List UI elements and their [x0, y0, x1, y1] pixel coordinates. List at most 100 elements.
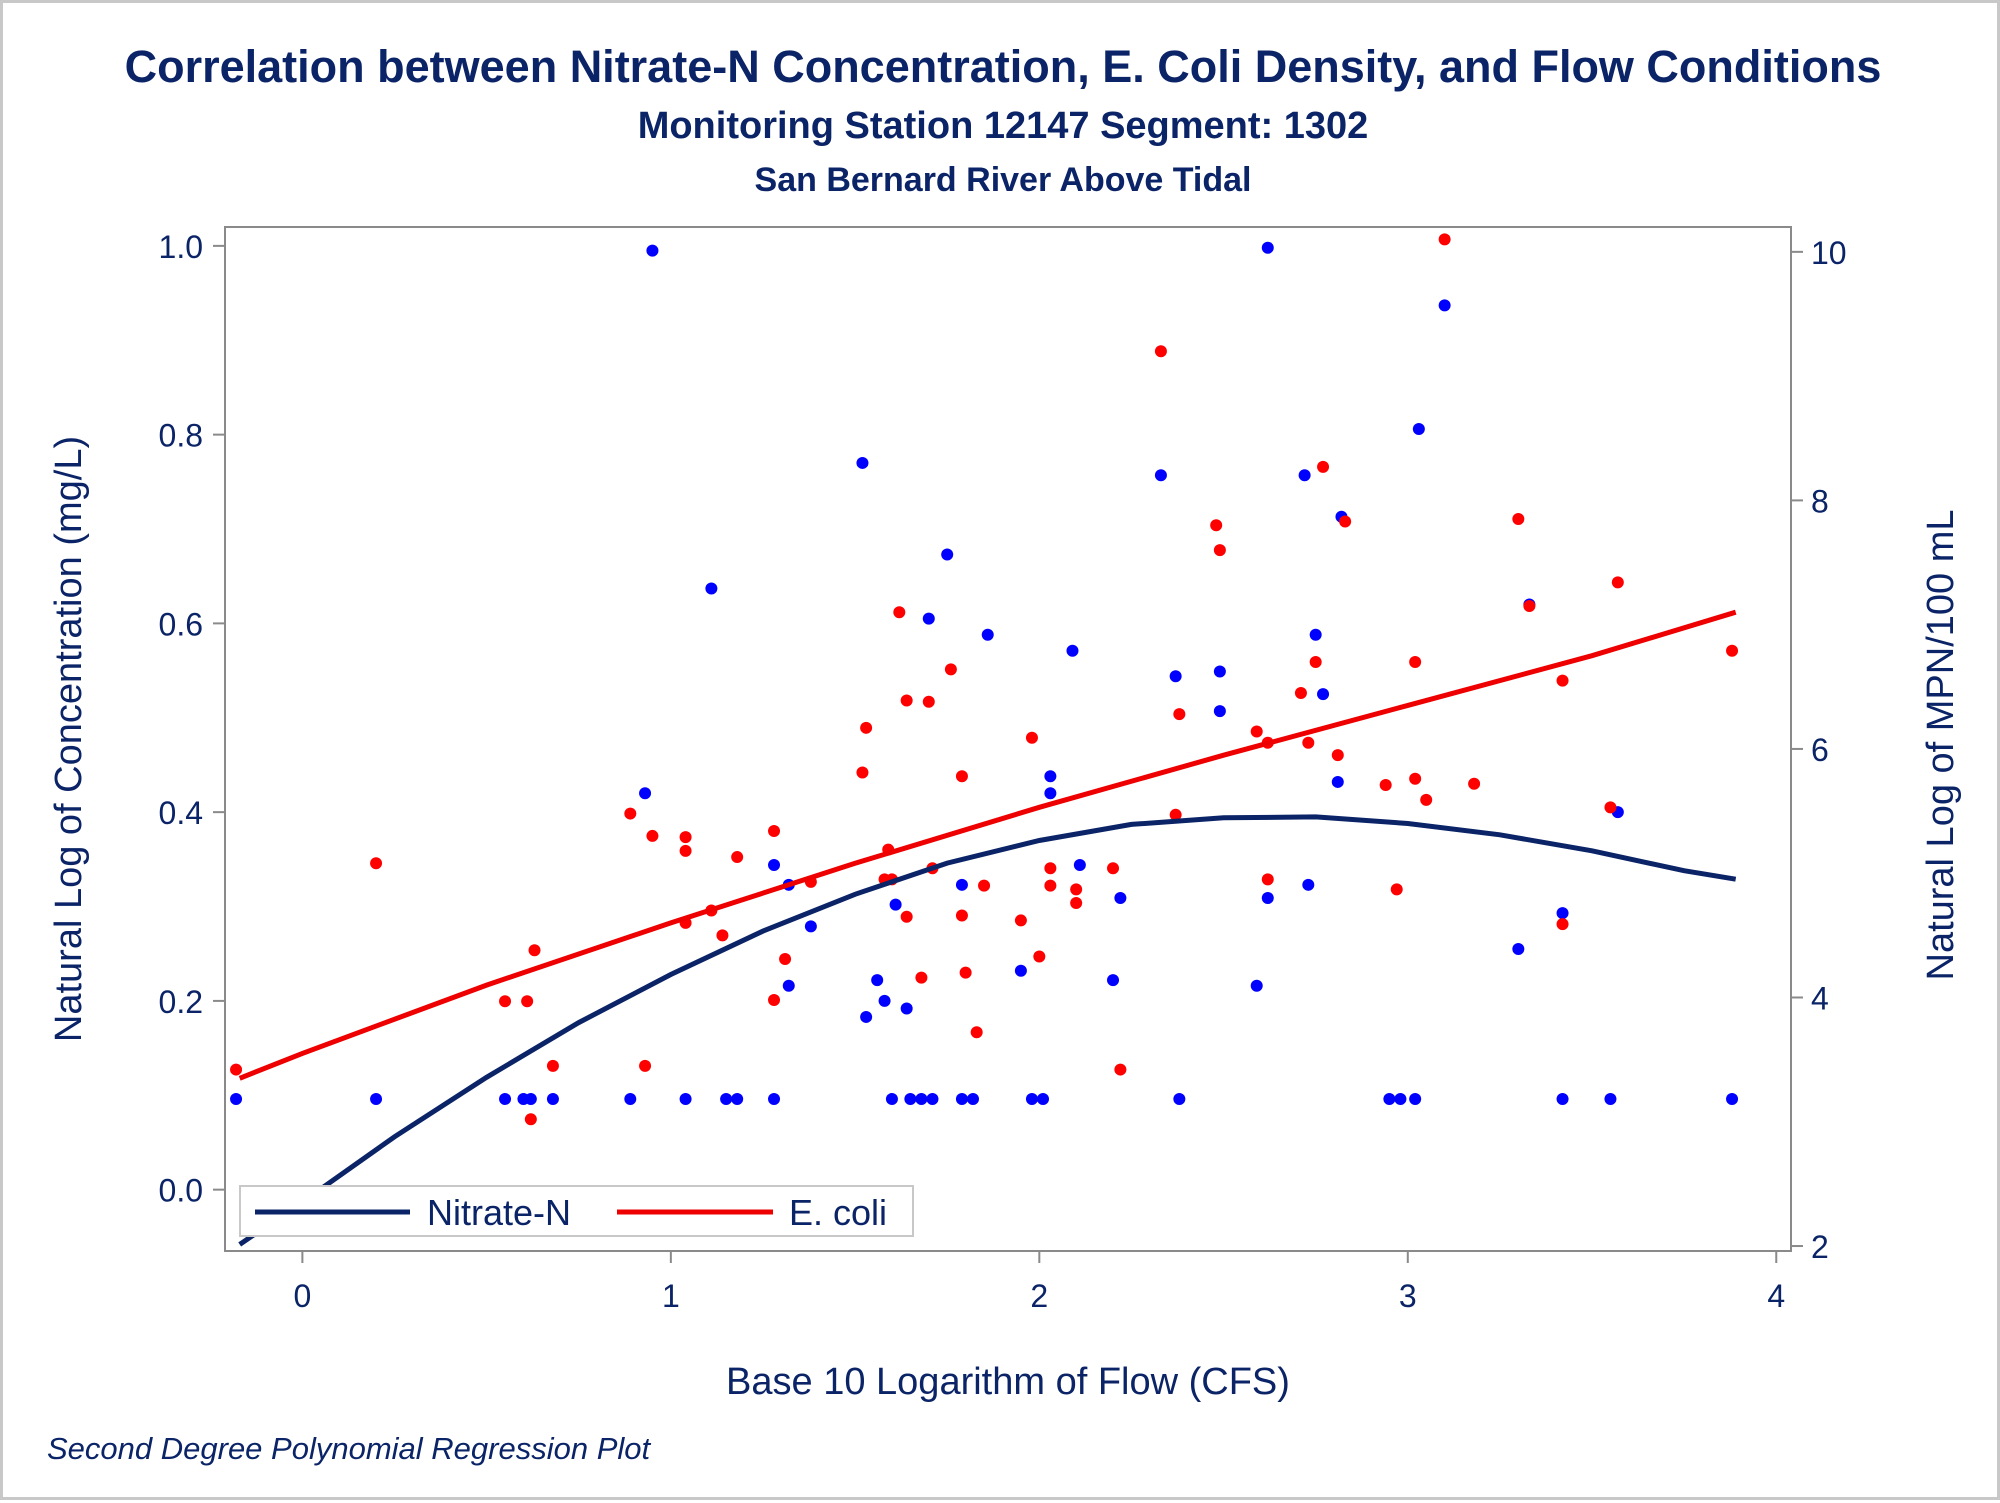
chart-subtitle-location: San Bernard River Above Tidal — [754, 161, 1252, 199]
nitrate-point — [915, 1093, 928, 1106]
ecoli-point — [1409, 655, 1422, 668]
ecoli-point — [528, 944, 541, 957]
ecoli-point — [524, 1113, 537, 1126]
ecoli-point — [768, 824, 781, 837]
y-tick-label: 1.0 — [159, 229, 203, 265]
plot-area — [224, 226, 1792, 1252]
ecoli-point — [1309, 655, 1322, 668]
nitrate-point — [1412, 422, 1425, 435]
legend-label-ecoli: E. coli — [789, 1192, 887, 1233]
ecoli-point — [731, 851, 744, 864]
nitrate-point — [1261, 241, 1274, 254]
nitrate-point — [860, 1010, 873, 1023]
ecoli-point — [716, 929, 729, 942]
ecoli-point — [1107, 862, 1120, 875]
ecoli-point — [1033, 950, 1046, 963]
ecoli-point — [893, 606, 906, 619]
nitrate-point — [1556, 907, 1569, 920]
nitrate-point — [941, 548, 954, 561]
ecoli-points — [230, 233, 1739, 1221]
nitrate-point — [499, 1093, 512, 1106]
nitrate-point — [370, 1093, 383, 1106]
nitrate-point — [1383, 1093, 1396, 1106]
x-tick-label: 4 — [1767, 1278, 1785, 1314]
ecoli-point — [370, 857, 383, 870]
ecoli-point — [624, 807, 637, 820]
nitrate-point — [679, 1093, 692, 1106]
nitrate-point — [1044, 770, 1057, 783]
ecoli-point — [1317, 460, 1330, 473]
ecoli-point — [1339, 515, 1352, 528]
nitrate-point — [1025, 1093, 1038, 1106]
y2-tick-label: 4 — [1811, 980, 1829, 1016]
nitrate-point — [1309, 628, 1322, 641]
nitrate-point — [230, 1093, 243, 1106]
y2-tick-label: 10 — [1811, 235, 1847, 271]
nitrate-point — [705, 582, 718, 595]
nitrate-point — [1014, 964, 1027, 977]
ecoli-point — [955, 770, 968, 783]
y2-tick-label: 8 — [1811, 483, 1829, 519]
ecoli-point — [1438, 233, 1451, 246]
nitrate-point — [1154, 469, 1167, 482]
nitrate-point — [966, 1093, 979, 1106]
ecoli-point — [1070, 897, 1083, 910]
nitrate-point — [871, 974, 884, 987]
ecoli-point — [1173, 708, 1186, 721]
nitrate-point — [1726, 1093, 1739, 1106]
nitrate-point — [1317, 688, 1330, 701]
ecoli-point — [1420, 793, 1433, 806]
ecoli-point — [856, 766, 869, 779]
ecoli-point — [1512, 513, 1525, 526]
x-tick-label: 3 — [1399, 1278, 1417, 1314]
nitrate-point — [1213, 705, 1226, 718]
ecoli-point — [1070, 883, 1083, 896]
ecoli-point — [915, 971, 928, 984]
nitrate-point — [1073, 858, 1086, 871]
nitrate-point — [955, 878, 968, 891]
nitrate-point — [768, 858, 781, 871]
nitrate-point — [856, 456, 869, 469]
y2-tick-label: 2 — [1811, 1229, 1829, 1265]
nitrate-point — [1213, 665, 1226, 678]
ecoli-point — [922, 695, 935, 708]
ecoli-point — [1379, 778, 1392, 791]
ecoli-point — [1556, 674, 1569, 687]
ecoli-point — [1114, 1063, 1127, 1076]
ecoli-fit-line — [238, 609, 1737, 1081]
nitrate-point — [904, 1093, 917, 1106]
nitrate-fit-line — [238, 814, 1737, 1247]
ecoli-point — [679, 844, 692, 857]
x-tick-label: 2 — [1030, 1278, 1048, 1314]
ecoli-point — [1390, 883, 1403, 896]
ecoli-point — [546, 1059, 559, 1072]
nitrate-point — [1044, 787, 1057, 800]
nitrate-point — [1394, 1093, 1407, 1106]
ecoli-point — [1331, 749, 1344, 762]
nitrate-point — [885, 1093, 898, 1106]
nitrate-point — [1173, 1093, 1186, 1106]
nitrate-point — [955, 1093, 968, 1106]
x-tick-label: 1 — [662, 1278, 680, 1314]
y-axis-label: Natural Log of Concentration (mg/L) — [48, 436, 90, 1042]
ecoli-point — [1611, 576, 1624, 589]
ecoli-point — [646, 829, 659, 842]
ecoli-point — [1294, 687, 1307, 700]
nitrate-point — [1250, 979, 1263, 992]
ecoli-point — [1604, 801, 1617, 814]
legend-label-nitrate: Nitrate-N — [427, 1192, 571, 1233]
nitrate-point — [720, 1093, 733, 1106]
nitrate-point — [1409, 1093, 1422, 1106]
y2-axis-label: Natural Log of MPN/100 mL — [1920, 509, 1962, 980]
x-axis-label: Base 10 Logarithm of Flow (CFS) — [726, 1361, 1290, 1403]
ecoli-point — [1523, 600, 1536, 613]
nitrate-point — [981, 628, 994, 641]
ecoli-point — [499, 995, 512, 1008]
nitrate-point — [782, 979, 795, 992]
ecoli-point — [860, 721, 873, 734]
ecoli-point — [970, 1026, 983, 1039]
nitrate-point — [639, 787, 652, 800]
nitrate-point — [878, 994, 891, 1007]
